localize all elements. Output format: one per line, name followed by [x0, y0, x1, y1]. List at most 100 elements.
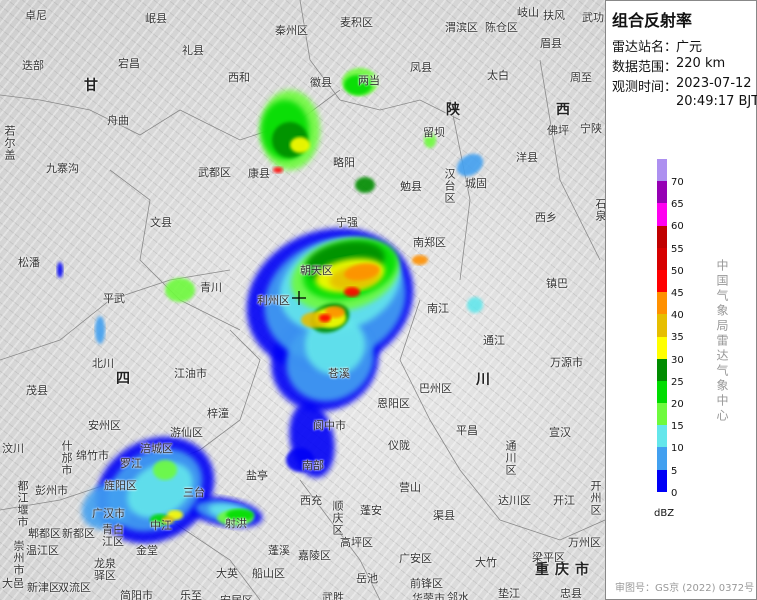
place-label: 简阳市 — [120, 589, 153, 600]
place-label: 蓬安 — [360, 504, 382, 517]
place-label: 大竹 — [475, 556, 497, 569]
place-label: 青白江区 — [102, 523, 124, 548]
place-label: 大邑 — [2, 577, 24, 590]
radar-echo-layer — [0, 0, 605, 600]
radar-echo — [456, 153, 484, 177]
place-label: 岷县 — [145, 12, 167, 25]
place-label: 汶川 — [2, 442, 24, 455]
colorbar-unit: dBZ — [654, 508, 675, 519]
place-label: 双流区 — [58, 581, 91, 594]
place-label: 广安区 — [399, 552, 432, 565]
place-label: 涪城区 — [140, 442, 173, 455]
place-label: 营山 — [399, 481, 421, 494]
place-label: 迭部 — [22, 59, 44, 72]
place-label: 万州区 — [568, 536, 601, 549]
colorbar-tick: 40 — [671, 310, 684, 322]
colorbar-tick: 0 — [671, 487, 678, 499]
place-label: 川 — [476, 372, 490, 388]
radar-echo — [344, 287, 360, 297]
colorbar-bin — [657, 403, 667, 426]
place-label: 太白 — [487, 69, 509, 82]
place-label: 秦州区 — [275, 24, 308, 37]
colorbar — [657, 159, 667, 492]
place-label: 乐至 — [180, 589, 202, 600]
place-label: 安居区 — [220, 595, 253, 600]
radar-echo — [153, 460, 177, 480]
colorbar-bin — [657, 380, 667, 404]
station-row: 雷达站名： 广元 — [612, 36, 702, 55]
time-label: 观测时间： — [612, 80, 678, 95]
place-label: 蓬溪 — [268, 544, 290, 557]
colorbar-bin — [657, 469, 667, 492]
place-label: 前锋区 — [410, 577, 443, 590]
place-label: 阆中市 — [313, 419, 346, 432]
place-label: 若尔盖 — [3, 125, 16, 161]
colorbar-bin — [657, 181, 667, 204]
radar-echo — [344, 263, 380, 281]
colorbar-bin — [657, 314, 667, 337]
radar-map[interactable]: 卓尼 岷县 礼县 秦州区 迭部 宕昌甘 西和 舟曲 若尔盖 九寨沟 武都区 康县 文县 松潘 平武 青川 利州区… — [0, 0, 605, 600]
place-label: 邻水 — [447, 591, 469, 600]
radar-echo — [165, 278, 195, 302]
place-label: 开江 — [553, 494, 575, 507]
colorbar-bin — [657, 225, 667, 248]
place-label: 石泉 — [594, 198, 605, 222]
radar-echo — [127, 462, 193, 518]
place-label: 平昌 — [456, 424, 478, 437]
place-label: 麦积区 — [340, 16, 373, 29]
place-label: 温江区 — [26, 544, 59, 557]
colorbar-tick: 30 — [671, 354, 684, 366]
place-label: 武胜 — [322, 591, 344, 600]
place-label: 南江 — [427, 302, 449, 315]
place-label: 略阳 — [333, 156, 355, 169]
colorbar-bin — [657, 447, 667, 470]
place-label: 彭州市 — [35, 484, 68, 497]
place-label: 周至 — [570, 71, 592, 84]
place-label: 中江 — [150, 519, 172, 532]
place-label: 旌阳区 — [104, 479, 137, 492]
place-label: 岳池 — [356, 572, 378, 585]
place-label: 文县 — [150, 216, 172, 229]
place-label: 武功 — [582, 11, 604, 24]
place-label: 朝天区 — [300, 264, 333, 277]
place-label: 眉县 — [540, 37, 562, 50]
place-label: 勉县 — [400, 180, 422, 193]
place-label: 留坝 — [423, 126, 445, 139]
obs-time: 20:49:17 BJT — [676, 94, 757, 109]
radar-echo — [319, 314, 331, 322]
radar-echo — [412, 255, 428, 265]
place-label: 西和 — [228, 71, 250, 84]
colorbar-bin — [657, 159, 667, 182]
place-label: 城固 — [465, 177, 487, 190]
place-label: 洋县 — [516, 151, 538, 164]
obs-date: 2023-07-12 — [676, 76, 752, 91]
colorbar-bin — [657, 203, 667, 226]
place-label: 崇州市 — [12, 540, 25, 576]
colorbar-tick: 5 — [671, 465, 678, 477]
colorbar-tick: 50 — [671, 265, 684, 277]
place-label: 三台 — [183, 486, 205, 499]
place-label: 渭滨区 — [445, 21, 478, 34]
place-label: 重庆市 — [535, 562, 595, 578]
colorbar-bin — [657, 425, 667, 448]
place-label: 忠县 — [560, 587, 582, 600]
colorbar-bin — [657, 292, 667, 315]
place-label: 苍溪 — [328, 367, 350, 380]
place-label: 甘 — [84, 78, 98, 94]
place-label: 嘉陵区 — [298, 549, 331, 562]
colorbar-tick: 65 — [671, 199, 684, 211]
radar-station-cross-icon — [292, 291, 306, 305]
radar-echo — [467, 297, 483, 313]
place-label: 大英 — [216, 567, 238, 580]
boundary-line — [299, 0, 461, 121]
place-label: 陈仓区 — [485, 21, 518, 34]
place-label: 平武 — [103, 292, 125, 305]
place-label: 高坪区 — [340, 536, 373, 549]
radar-echo — [424, 132, 436, 148]
boundary-line — [299, 479, 381, 600]
place-label: 广汉市 — [92, 507, 125, 520]
place-label: 西 — [556, 102, 570, 118]
colorbar-tick: 60 — [671, 221, 684, 233]
place-label: 宣汉 — [549, 426, 571, 439]
place-label: 两当 — [358, 74, 380, 87]
